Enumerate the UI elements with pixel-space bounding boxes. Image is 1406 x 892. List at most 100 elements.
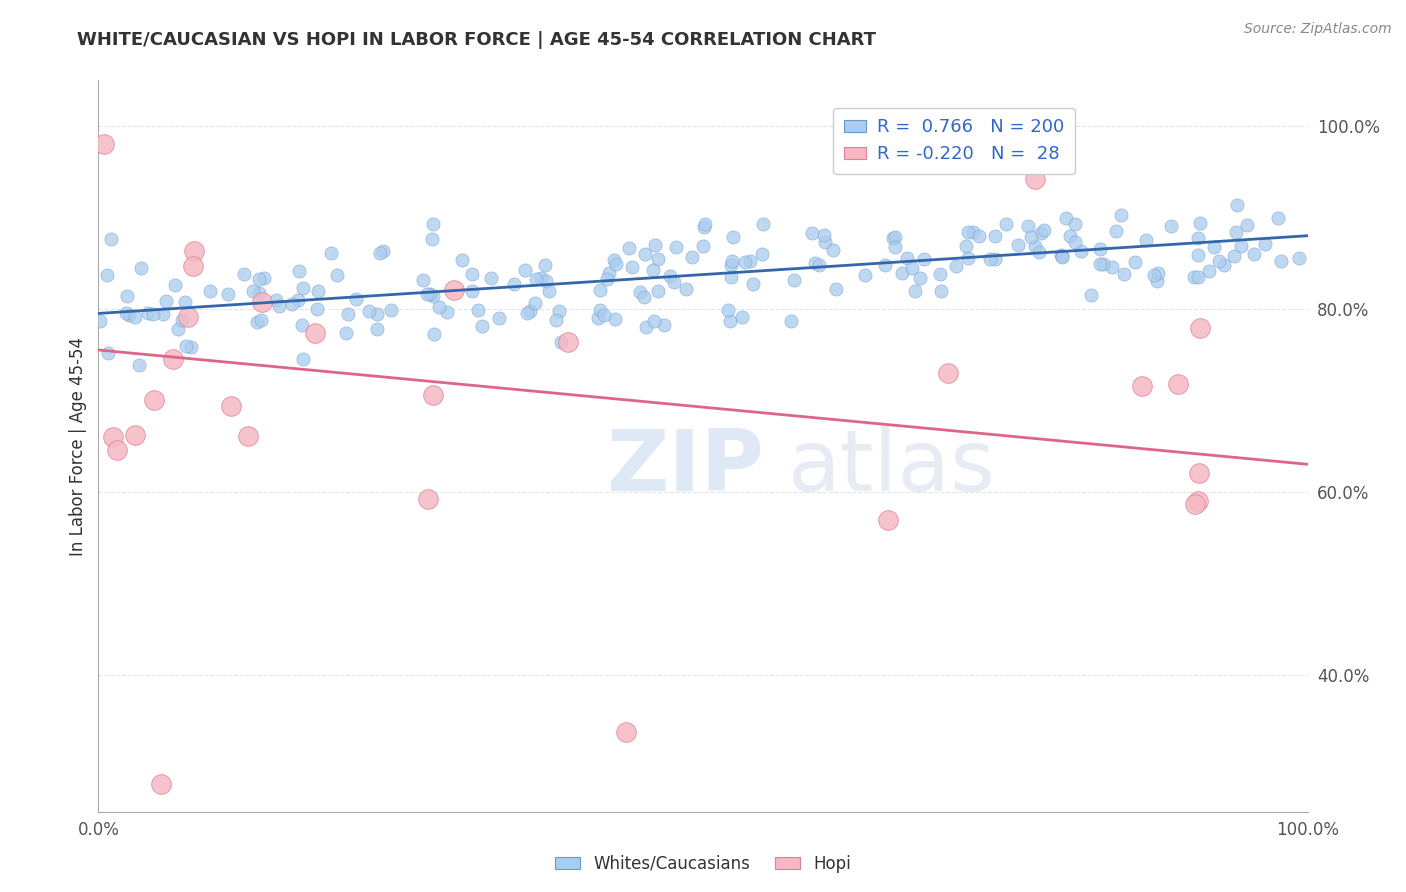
Point bbox=[813, 227, 835, 242]
Point bbox=[945, 259, 967, 273]
Point bbox=[731, 310, 754, 325]
Point bbox=[1267, 211, 1289, 226]
Point bbox=[823, 243, 845, 257]
Point bbox=[1188, 321, 1211, 335]
Point bbox=[419, 287, 441, 301]
Point bbox=[801, 226, 824, 240]
Point bbox=[589, 303, 612, 318]
Point bbox=[1198, 264, 1220, 278]
Point bbox=[335, 326, 357, 340]
Point bbox=[291, 318, 314, 332]
Point bbox=[1254, 237, 1277, 252]
Point bbox=[420, 232, 443, 246]
Point bbox=[537, 284, 560, 298]
Point bbox=[807, 258, 830, 272]
Point bbox=[884, 230, 907, 244]
Point bbox=[172, 313, 194, 327]
Point bbox=[1091, 258, 1114, 272]
Point bbox=[1184, 497, 1206, 511]
Point bbox=[422, 326, 444, 341]
Point bbox=[1142, 268, 1164, 283]
Point bbox=[804, 256, 827, 270]
Point bbox=[955, 239, 977, 253]
Point bbox=[534, 258, 557, 272]
Point bbox=[1187, 231, 1209, 245]
Point bbox=[304, 326, 326, 340]
Point bbox=[1028, 245, 1050, 260]
Point bbox=[198, 284, 221, 298]
Point bbox=[281, 297, 304, 311]
Point bbox=[734, 255, 756, 269]
Point bbox=[124, 427, 146, 442]
Point bbox=[936, 366, 959, 380]
Point bbox=[884, 240, 907, 254]
Point bbox=[1017, 219, 1039, 233]
Point bbox=[1187, 248, 1209, 262]
Point bbox=[183, 244, 205, 258]
Point bbox=[681, 250, 703, 264]
Point bbox=[1225, 226, 1247, 240]
Point bbox=[1033, 222, 1056, 236]
Point bbox=[873, 258, 896, 272]
Point bbox=[752, 217, 775, 231]
Point bbox=[359, 303, 381, 318]
Point bbox=[634, 320, 657, 334]
Point bbox=[105, 443, 128, 458]
Point bbox=[422, 387, 444, 401]
Point bbox=[233, 267, 256, 281]
Point bbox=[721, 253, 744, 268]
Point bbox=[1019, 230, 1042, 244]
Point bbox=[422, 289, 444, 303]
Point bbox=[912, 252, 935, 267]
Point bbox=[1024, 172, 1046, 186]
Point bbox=[550, 335, 572, 350]
Point bbox=[984, 252, 1007, 266]
Point bbox=[621, 260, 644, 274]
Point bbox=[1223, 248, 1246, 262]
Point bbox=[141, 307, 163, 321]
Point bbox=[633, 290, 655, 304]
Point bbox=[471, 318, 494, 333]
Point bbox=[1050, 248, 1073, 262]
Point bbox=[693, 219, 716, 234]
Point bbox=[1088, 257, 1111, 271]
Point bbox=[176, 310, 198, 324]
Point bbox=[461, 284, 484, 298]
Point bbox=[692, 239, 714, 253]
Point bbox=[368, 245, 391, 260]
Point bbox=[1243, 247, 1265, 261]
Point bbox=[720, 270, 742, 285]
Point bbox=[136, 306, 159, 320]
Point bbox=[174, 339, 197, 353]
Point bbox=[131, 260, 153, 275]
Point bbox=[1059, 229, 1081, 244]
Point bbox=[436, 305, 458, 319]
Y-axis label: In Labor Force | Age 45-54: In Labor Force | Age 45-54 bbox=[69, 336, 87, 556]
Point bbox=[238, 428, 260, 442]
Point bbox=[1031, 227, 1053, 241]
Point bbox=[326, 268, 349, 283]
Point bbox=[598, 266, 620, 280]
Point bbox=[96, 268, 118, 283]
Point bbox=[1160, 219, 1182, 233]
Point bbox=[253, 271, 276, 285]
Point bbox=[117, 308, 139, 322]
Point bbox=[742, 277, 765, 292]
Point bbox=[250, 312, 273, 326]
Point bbox=[1208, 254, 1230, 268]
Point bbox=[346, 292, 368, 306]
Point bbox=[152, 307, 174, 321]
Point bbox=[155, 294, 177, 309]
Point bbox=[249, 286, 271, 301]
Point bbox=[1135, 234, 1157, 248]
Point bbox=[779, 314, 801, 328]
Point bbox=[647, 252, 669, 266]
Point bbox=[908, 271, 931, 285]
Legend: R =  0.766   N = 200, R = -0.220   N =  28: R = 0.766 N = 200, R = -0.220 N = 28 bbox=[834, 108, 1074, 174]
Point bbox=[634, 247, 657, 261]
Point bbox=[523, 296, 546, 310]
Point bbox=[366, 322, 388, 336]
Point bbox=[1213, 258, 1236, 272]
Point bbox=[595, 272, 617, 286]
Point bbox=[962, 225, 984, 239]
